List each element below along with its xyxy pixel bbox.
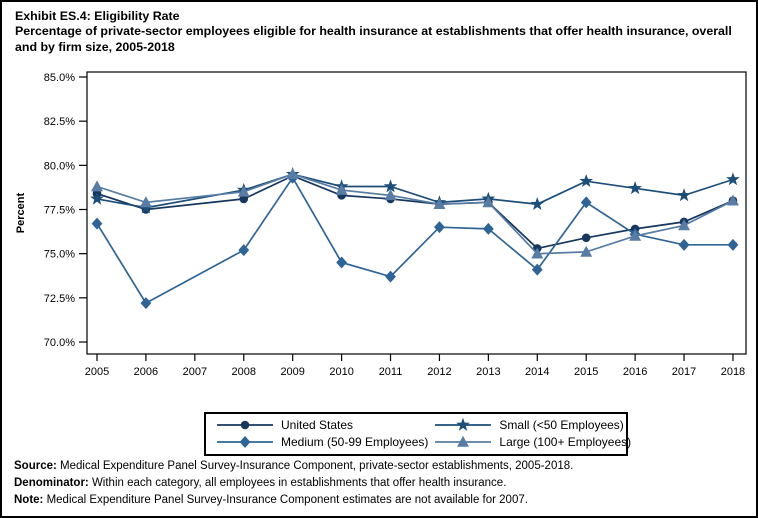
marker-medium-50-99-employees-2012 (434, 221, 445, 234)
marker-large-100-employees-2012 (433, 198, 446, 210)
series-medium-50-99-employees (91, 171, 739, 310)
footnote-note-text: Medical Expenditure Panel Survey-Insuran… (43, 494, 528, 506)
chart-title-line2: Percentage of private-sector employees e… (15, 24, 732, 54)
series-large-100-employees (91, 167, 739, 259)
marker-small-50-employees-2018 (726, 172, 740, 186)
legend-item-large-100-employees: Large (100+ Employees) (434, 434, 631, 450)
legend-label-medium-50-99-employees: Medium (50-99 Employees) (281, 435, 429, 449)
legend-triangle-glyph (457, 435, 470, 447)
x-axis-tick-label: 2008 (232, 366, 256, 378)
marker-large-100-employees-2014 (531, 247, 544, 259)
x-axis-tick-label: 2012 (427, 366, 451, 378)
legend-label-large-100-employees: Large (100+ Employees) (499, 435, 632, 449)
marker-small-50-employees-2017 (677, 188, 691, 202)
footnote-source-text: Medical Expenditure Panel Survey-Insuran… (56, 460, 574, 472)
marker-united-states-2008 (239, 194, 249, 204)
marker-small-50-employees-2014 (530, 197, 545, 211)
legend-marker-star-icon (435, 417, 492, 431)
footnote-denominator-label: Denominator: (14, 477, 89, 489)
marker-small-50-employees-2005 (90, 191, 104, 205)
x-axis-tick-label: 2017 (672, 366, 696, 378)
marker-medium-50-99-employees-2011 (385, 270, 396, 283)
y-axis-tick-label: 80.0% (44, 160, 75, 172)
x-axis-tick-label: 2006 (134, 366, 158, 378)
marker-large-100-employees-2008 (237, 185, 250, 197)
marker-large-100-employees-2010 (335, 183, 348, 195)
marker-large-100-employees-2013 (482, 196, 495, 208)
legend-diamond-glyph (239, 436, 251, 448)
x-axis-tick-label: 2015 (574, 366, 598, 378)
legend-item-medium-50-99-employees: Medium (50-99 Employees) (216, 434, 428, 450)
legend-item-united-states: United States (216, 417, 428, 433)
y-axis-tick-label: 82.5% (44, 116, 75, 128)
legend-star-glyph (456, 417, 471, 431)
series-small-50-employees (90, 166, 740, 214)
marker-medium-50-99-employees-2006 (140, 297, 152, 310)
y-axis-tick-label: 85.0% (44, 72, 75, 84)
marker-medium-50-99-employees-2008 (238, 244, 250, 257)
marker-large-100-employees-2016 (629, 229, 642, 241)
plot-frame (86, 71, 747, 355)
marker-large-100-employees-2011 (384, 189, 397, 201)
marker-large-100-employees-2017 (678, 219, 691, 231)
marker-large-100-employees-2005 (91, 180, 103, 192)
chart-legend: United States Small (<50 Employees) Medium… (204, 412, 631, 456)
footnotes: Source: Medical Expenditure Panel Survey… (14, 458, 754, 509)
x-axis-tick-label: 2005 (85, 366, 109, 378)
x-axis-tick-label: 2011 (379, 366, 403, 378)
marker-small-50-employees-2015 (579, 174, 594, 188)
y-axis-tick-label: 77.5% (44, 205, 75, 217)
marker-medium-50-99-employees-2005 (91, 217, 103, 230)
y-axis-tick-label: 70.0% (44, 337, 75, 349)
marker-medium-50-99-employees-2017 (678, 238, 690, 251)
legend-circle-glyph (240, 420, 250, 430)
legend-item-small-50-employees: Small (<50 Employees) (434, 417, 631, 433)
legend-marker-diamond-icon (217, 436, 273, 448)
legend-label-small-50-employees: Small (<50 Employees) (499, 418, 624, 432)
footnote-note: Note: Medical Expenditure Panel Survey-I… (14, 492, 754, 509)
legend-label-united-states: United States (281, 418, 354, 432)
marker-united-states-2015 (581, 233, 591, 243)
footnote-note-label: Note: (14, 494, 44, 506)
footnote-denominator: Denominator: Within each category, all e… (14, 475, 754, 492)
marker-medium-50-99-employees-2013 (482, 222, 494, 235)
y-axis-tick-label: 72.5% (44, 293, 75, 305)
marker-small-50-employees-2016 (628, 181, 642, 195)
footnote-denominator-text: Within each category, all employees in e… (88, 477, 507, 489)
x-axis-tick-label: 2007 (183, 366, 207, 378)
marker-large-100-employees-2006 (139, 196, 152, 208)
marker-small-50-employees-2011 (383, 179, 398, 193)
x-axis-tick-label: 2014 (525, 366, 549, 378)
chart-title-line1: Exhibit ES.4: Eligibility Rate (15, 9, 180, 23)
eligibility-rate-line-chart: 85.0% 82.5% 80.0% 77.5% 75.0% 72.5% 70.0% 2005 2… (15, 71, 747, 378)
footnote-source: Source: Medical Expenditure Panel Survey… (14, 458, 754, 475)
legend-marker-triangle-icon (435, 435, 492, 447)
x-axis-tick-label: 2009 (280, 366, 304, 378)
x-axis-tick-label: 2013 (476, 366, 500, 378)
marker-medium-50-99-employees-2010 (336, 256, 347, 269)
legend-marker-circle-icon (217, 420, 273, 430)
x-axis-tick-label: 2018 (721, 366, 745, 378)
y-axis-tick-label: 75.0% (44, 249, 75, 261)
marker-medium-50-99-employees-2018 (727, 238, 739, 251)
footnote-source-label: Source: (14, 460, 57, 472)
chart-title: Exhibit ES.4: Eligibility Rate Percentag… (15, 9, 747, 55)
marker-large-100-employees-2009 (286, 167, 299, 179)
x-axis-tick-label: 2016 (623, 366, 647, 378)
marker-medium-50-99-employees-2014 (531, 263, 543, 276)
x-axis-tick-label: 2010 (329, 366, 353, 378)
marker-large-100-employees-2015 (580, 245, 593, 257)
marker-large-100-employees-2018 (726, 194, 739, 206)
marker-medium-50-99-employees-2015 (580, 196, 592, 209)
y-axis-title: Percent (15, 192, 27, 233)
